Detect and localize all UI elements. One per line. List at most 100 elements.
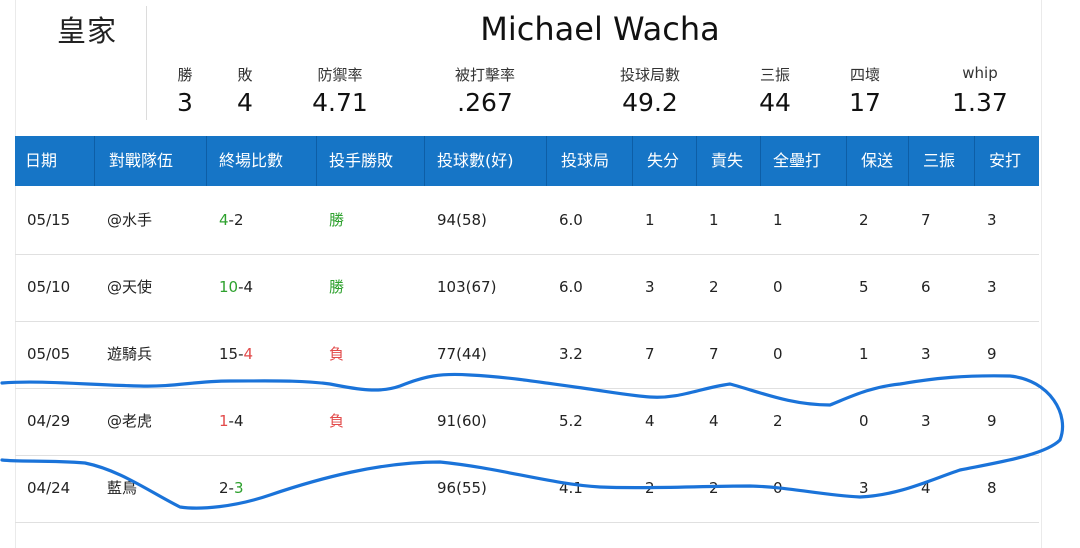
- cell-home-runs: 1: [773, 211, 783, 229]
- stat-value-so: 44: [759, 88, 791, 117]
- col-pitches[interactable]: 投球數(好): [425, 136, 547, 186]
- cell-runs: 4: [645, 412, 655, 430]
- cell-earned-runs: 1: [709, 211, 719, 229]
- score-team: 4: [219, 211, 229, 229]
- cell-date: 05/10: [27, 278, 71, 296]
- cell-walks: 3: [859, 479, 869, 497]
- cell-decision: 負: [329, 412, 345, 430]
- stat-value-ip: 49.2: [622, 88, 678, 117]
- cell-ip: 3.2: [559, 345, 583, 363]
- cell-ip: 5.2: [559, 412, 583, 430]
- stat-value-wins: 3: [177, 88, 193, 117]
- cell-earned-runs: 7: [709, 345, 719, 363]
- stat-label-era: 防禦率: [317, 66, 363, 84]
- col-score[interactable]: 終場比數: [207, 136, 317, 186]
- cell-pitches: 103(67): [437, 278, 497, 296]
- cell-opponent[interactable]: @天使: [107, 278, 153, 296]
- cell-hits: 3: [987, 278, 997, 296]
- cell-decision: 勝: [329, 278, 345, 296]
- score-team: 15: [219, 345, 239, 363]
- score-team: 10: [219, 278, 239, 296]
- col-earned-runs[interactable]: 責失: [697, 136, 761, 186]
- stat-value-losses: 4: [237, 88, 253, 117]
- col-home-runs[interactable]: 全壘打: [761, 136, 847, 186]
- cell-runs: 1: [645, 211, 655, 229]
- cell-strikeouts: 6: [921, 278, 931, 296]
- score-opponent: 4: [243, 345, 254, 363]
- cell-ip: 6.0: [559, 211, 583, 229]
- cell-opponent[interactable]: 藍鳥: [107, 479, 138, 497]
- stat-label-ip: 投球局數: [619, 66, 680, 84]
- cell-strikeouts: 7: [921, 211, 931, 229]
- score-opponent: 4: [243, 278, 254, 296]
- cell-walks: 1: [859, 345, 869, 363]
- cell-strikeouts: 4: [921, 479, 931, 497]
- cell-walks: 5: [859, 278, 869, 296]
- table-row[interactable]: 05/15 @水手 4-2 勝 94(58) 6.0 1 1 1 2 7 3: [15, 187, 1039, 255]
- cell-date: 04/24: [27, 479, 71, 497]
- content-frame: [15, 0, 1042, 548]
- table-header: 日期 對戰隊伍 終場比數 投手勝敗 投球數(好) 投球局 失分 責失 全壘打 保…: [15, 136, 1039, 186]
- cell-opponent[interactable]: @水手: [107, 211, 153, 229]
- stat-label-losses: 敗: [237, 66, 253, 84]
- cell-strikeouts: 3: [921, 345, 931, 363]
- cell-hits: 9: [987, 412, 997, 430]
- score-opponent: 3: [233, 479, 244, 497]
- table-row[interactable]: 05/05 遊騎兵 15-4 負 77(44) 3.2 7 7 0 1 3 9: [15, 321, 1039, 389]
- col-ip[interactable]: 投球局: [547, 136, 633, 186]
- divider: [146, 6, 147, 120]
- cell-score: 4-2: [219, 211, 244, 229]
- col-date[interactable]: 日期: [15, 136, 95, 186]
- cell-score: 1-4: [219, 412, 244, 430]
- col-hits[interactable]: 安打: [989, 151, 1022, 170]
- cell-score: 10-4: [219, 278, 254, 296]
- cell-pitches: 96(55): [437, 479, 487, 497]
- cell-hits: 8: [987, 479, 997, 497]
- stat-value-bb: 17: [849, 88, 881, 117]
- cell-ip: 6.0: [559, 278, 583, 296]
- stat-label-so: 三振: [759, 66, 790, 84]
- cell-pitches: 94(58): [437, 211, 487, 229]
- player-name: Michael Wacha: [480, 10, 720, 48]
- score-team: 2: [219, 479, 229, 497]
- cell-walks: 2: [859, 211, 869, 229]
- cell-score: 15-4: [219, 345, 254, 363]
- cell-home-runs: 0: [773, 345, 783, 363]
- stat-label-wins: 勝: [177, 66, 193, 84]
- cell-pitches: 91(60): [437, 412, 487, 430]
- score-opponent: 2: [233, 211, 244, 229]
- cell-opponent[interactable]: @老虎: [107, 412, 153, 430]
- cell-date: 04/29: [27, 412, 71, 430]
- table-row[interactable]: 05/10 @天使 10-4 勝 103(67) 6.0 3 2 0 5 6 3: [15, 254, 1039, 322]
- cell-home-runs: 2: [773, 412, 783, 430]
- team-name: 皇家: [57, 14, 118, 48]
- ink-stroke: [0, 372, 1065, 510]
- cell-home-runs: 0: [773, 278, 783, 296]
- stat-value-whip: 1.37: [952, 88, 1008, 117]
- stat-value-avg: .267: [457, 88, 513, 117]
- score-opponent: 4: [233, 412, 244, 430]
- cell-decision: 負: [329, 345, 345, 363]
- stat-value-era: 4.71: [312, 88, 368, 117]
- score-team: 1: [219, 412, 229, 430]
- stat-label-bb: 四壞: [849, 66, 880, 84]
- cell-hits: 3: [987, 211, 997, 229]
- stat-label-whip: whip: [962, 64, 998, 82]
- stat-label-avg: 被打擊率: [454, 66, 515, 84]
- col-walks[interactable]: 保送: [847, 136, 909, 186]
- cell-earned-runs: 4: [709, 412, 719, 430]
- cell-decision: 勝: [329, 211, 345, 229]
- cell-date: 05/05: [27, 345, 71, 363]
- cell-score: 2-3: [219, 479, 244, 497]
- col-decision[interactable]: 投手勝敗: [317, 136, 425, 186]
- col-runs[interactable]: 失分: [633, 136, 697, 186]
- col-strikeouts[interactable]: 三振: [909, 136, 975, 186]
- cell-opponent[interactable]: 遊騎兵: [107, 345, 153, 363]
- col-opponent[interactable]: 對戰隊伍: [95, 136, 207, 186]
- table-row[interactable]: 04/29 @老虎 1-4 負 91(60) 5.2 4 4 2 0 3 9: [15, 388, 1039, 456]
- cell-walks: 0: [859, 412, 869, 430]
- cell-runs: 3: [645, 278, 655, 296]
- cell-runs: 7: [645, 345, 655, 363]
- cell-hits: 9: [987, 345, 997, 363]
